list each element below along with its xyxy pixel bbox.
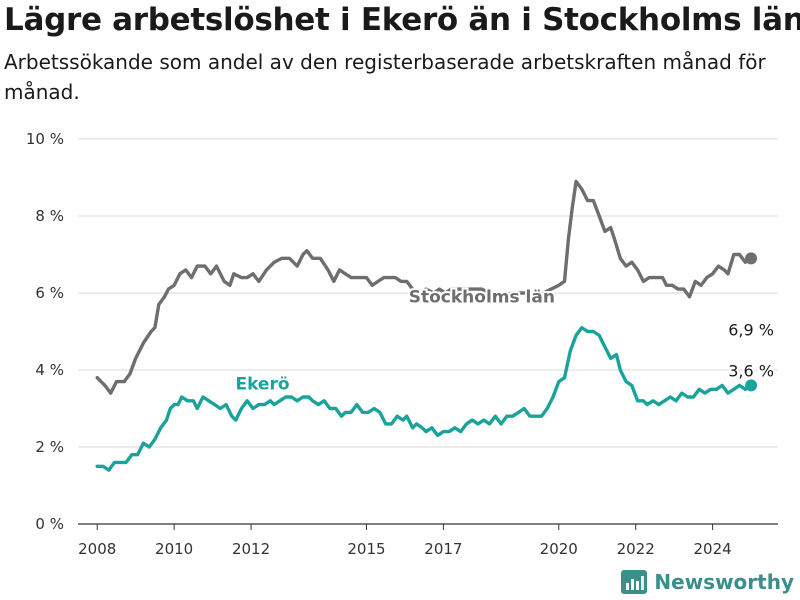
series-name-label: Stockholms län: [409, 288, 555, 308]
x-axis-ticks: 2008 2010 2012 2015 2017 2020 2022 2024: [78, 524, 732, 558]
x-tick-label: 2020: [540, 540, 578, 558]
y-tick-label: 0 %: [35, 515, 64, 533]
y-tick-label: 10 %: [26, 130, 64, 148]
bar-chart-logo-icon: [621, 570, 648, 594]
series-end-value-label: 3,6 %: [728, 361, 774, 380]
x-tick-label: 2012: [232, 540, 270, 558]
series-lines: [95, 179, 758, 472]
y-axis-ticks: 0 % 2 % 4 % 6 % 8 % 10 %: [26, 130, 64, 533]
x-tick-label: 2022: [617, 540, 655, 558]
series-line-1: [95, 325, 753, 472]
y-tick-label: 8 %: [35, 207, 64, 225]
brand-logo: Newsworthy: [621, 570, 794, 594]
series-name-label: Ekerö: [235, 374, 289, 394]
series-line-0: [95, 179, 753, 395]
x-tick-label: 2010: [155, 540, 193, 558]
gridlines: [78, 138, 778, 525]
y-tick-label: 2 %: [35, 438, 64, 456]
x-tick-label: 2015: [347, 540, 385, 558]
x-tick-label: 2024: [694, 540, 732, 558]
series-end-point-1: [745, 379, 758, 392]
series-end-point-0: [745, 252, 758, 265]
y-tick-label: 4 %: [35, 361, 64, 379]
brand-name: Newsworthy: [654, 570, 794, 594]
chart-title: Lägre arbetslöshet i Ekerö än i Stockhol…: [4, 2, 800, 38]
series-end-value-label: 6,9 %: [728, 320, 774, 339]
series-labels: Stockholms län 6,9 % Ekerö 3,6 %: [233, 286, 775, 397]
x-tick-label: 2017: [424, 540, 462, 558]
x-tick-label: 2008: [78, 540, 116, 558]
chart-subtitle: Arbetssökande som andel av den registerb…: [4, 50, 766, 104]
y-tick-label: 6 %: [35, 284, 64, 302]
